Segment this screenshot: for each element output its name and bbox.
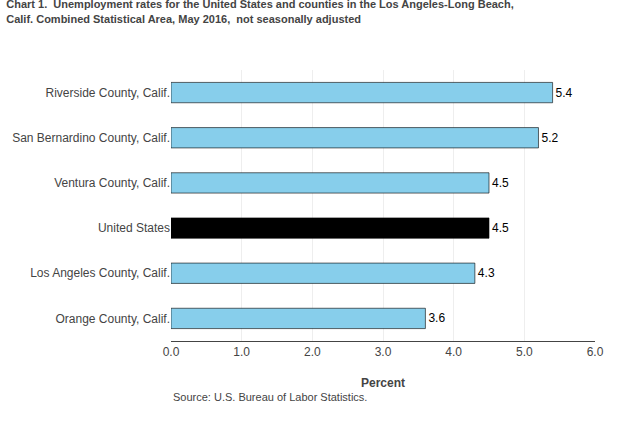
svg-text:6.0: 6.0 [587, 345, 604, 359]
svg-text:2.0: 2.0 [304, 345, 321, 359]
svg-text:Ventura County, Calif.: Ventura County, Calif. [54, 176, 170, 190]
svg-text:Source: U.S. Bureau of Labor S: Source: U.S. Bureau of Labor Statistics. [173, 391, 367, 403]
svg-text:1.0: 1.0 [233, 345, 250, 359]
svg-text:Percent: Percent [361, 376, 405, 390]
svg-text:5.0: 5.0 [516, 345, 533, 359]
svg-text:4.3: 4.3 [478, 266, 495, 280]
svg-text:4.5: 4.5 [492, 221, 509, 235]
svg-text:Los Angeles County, Calif.: Los Angeles County, Calif. [30, 266, 170, 280]
svg-text:San Bernardino County, Calif.: San Bernardino County, Calif. [12, 131, 170, 145]
svg-text:3.6: 3.6 [428, 311, 445, 325]
svg-text:5.2: 5.2 [541, 131, 558, 145]
svg-text:5.4: 5.4 [556, 86, 573, 100]
svg-text:United States: United States [98, 221, 170, 235]
svg-text:4.0: 4.0 [445, 345, 462, 359]
svg-text:Riverside County, Calif.: Riverside County, Calif. [46, 86, 171, 100]
svg-text:0.0: 0.0 [163, 345, 180, 359]
svg-text:Orange County, Calif.: Orange County, Calif. [56, 312, 171, 326]
svg-text:3.0: 3.0 [375, 345, 392, 359]
svg-text:4.5: 4.5 [492, 176, 509, 190]
svg-text:Chart 1. Unemployment rates f: Chart 1. Unemployment rates for the Unit… [6, 0, 514, 25]
